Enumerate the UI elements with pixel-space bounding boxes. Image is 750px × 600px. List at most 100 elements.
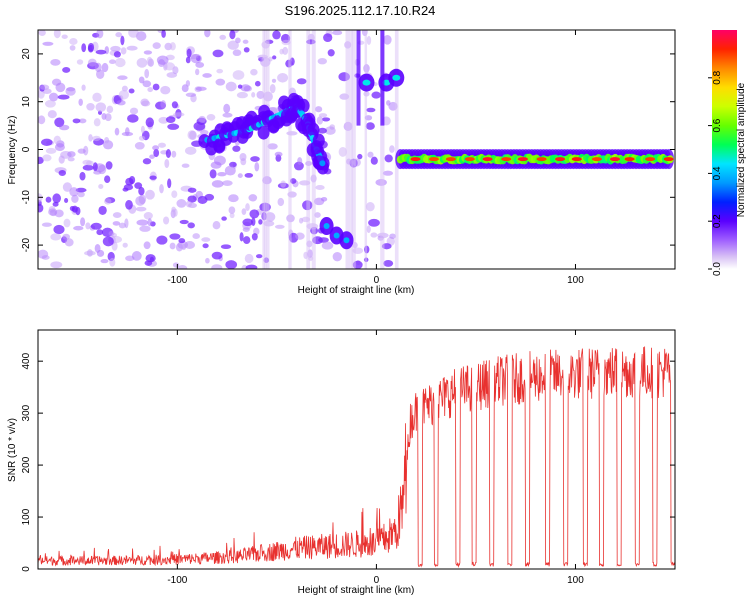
heatmap-cell bbox=[185, 80, 191, 87]
heatmap-cell bbox=[242, 39, 249, 44]
heatmap-cell bbox=[61, 34, 68, 39]
heatmap-cell bbox=[52, 201, 59, 207]
heatmap-x-ticks: -100 0 100 bbox=[167, 30, 584, 286]
heatmap-cell bbox=[277, 73, 289, 83]
heatmap-cell bbox=[365, 201, 375, 212]
heatmap-cell bbox=[250, 68, 258, 76]
heatmap-cell bbox=[142, 80, 152, 88]
colorbar-tick-label: 0.2 bbox=[712, 214, 723, 228]
heatmap-cell bbox=[365, 122, 375, 130]
heatmap-cell bbox=[181, 243, 187, 251]
heatmap-cell bbox=[71, 194, 79, 204]
colorbar-gradient bbox=[712, 30, 737, 269]
heatmap-cell bbox=[80, 217, 86, 227]
heatmap-cell bbox=[555, 157, 566, 162]
heatmap-cell bbox=[202, 243, 209, 249]
heatmap-cell bbox=[232, 70, 245, 80]
heatmap-cell bbox=[212, 49, 224, 58]
heatmap-cell bbox=[517, 157, 528, 162]
snr-y-tick-label: 200 bbox=[21, 456, 32, 473]
heatmap-cell bbox=[81, 43, 87, 53]
heatmap-cell bbox=[321, 241, 334, 250]
heatmap-cell bbox=[254, 80, 261, 87]
heatmap-cell bbox=[116, 99, 126, 106]
heatmap-cell bbox=[165, 116, 176, 123]
heatmap-cell bbox=[101, 62, 109, 73]
heatmap-cell bbox=[192, 233, 200, 240]
heatmap-cell bbox=[327, 49, 335, 57]
heatmap-cell bbox=[164, 158, 170, 169]
heatmap-cell bbox=[114, 57, 126, 68]
heatmap-cell bbox=[158, 116, 169, 124]
heatmap-cell bbox=[211, 180, 224, 188]
heatmap-cell bbox=[227, 40, 239, 50]
heatmap-cell bbox=[73, 225, 84, 231]
heatmap-cell bbox=[57, 94, 70, 100]
heatmap-cell bbox=[143, 50, 153, 55]
heatmap-y-tick-label: -10 bbox=[21, 190, 32, 205]
heatmap-cell bbox=[364, 30, 368, 269]
snr-y-tick-label: 0 bbox=[21, 566, 32, 572]
heatmap-cell bbox=[98, 205, 107, 215]
heatmap-cell bbox=[267, 143, 278, 150]
heatmap-cell bbox=[282, 46, 289, 55]
heatmap-cell bbox=[269, 83, 276, 94]
heatmap-cell bbox=[645, 157, 656, 162]
heatmap-cell bbox=[153, 148, 160, 158]
heatmap-cell bbox=[152, 145, 160, 151]
heatmap-cell bbox=[152, 42, 161, 49]
heatmap-cell bbox=[254, 162, 260, 172]
heatmap-y-tick-label: 0 bbox=[21, 146, 32, 152]
heatmap-cell bbox=[156, 55, 169, 65]
heatmap-cell bbox=[222, 180, 233, 186]
heatmap-cell bbox=[198, 115, 206, 123]
snr-y-tick-label: 300 bbox=[21, 404, 32, 421]
heatmap-cell bbox=[332, 251, 342, 262]
heatmap-cell bbox=[122, 242, 128, 248]
heatmap-cell bbox=[50, 233, 62, 241]
heatmap-cell bbox=[242, 218, 253, 227]
heatmap-cell bbox=[240, 84, 251, 92]
heatmap-cell bbox=[185, 92, 197, 98]
heatmap-cell bbox=[53, 224, 65, 235]
heatmap-cell bbox=[108, 230, 115, 237]
heatmap-cell bbox=[62, 182, 72, 192]
heatmap-cell bbox=[624, 157, 635, 162]
heatmap-cell bbox=[38, 156, 44, 165]
heatmap-cell bbox=[77, 148, 86, 154]
heatmap-cell bbox=[241, 208, 247, 215]
heatmap-cell bbox=[383, 34, 392, 45]
heatmap-cell bbox=[321, 117, 331, 122]
heatmap-x-tick-label: 0 bbox=[374, 275, 380, 286]
heatmap-cell bbox=[193, 121, 206, 131]
heatmap-cell bbox=[77, 191, 85, 198]
heatmap-cell bbox=[156, 235, 168, 245]
heatmap-cell bbox=[120, 35, 125, 46]
heatmap-cell bbox=[184, 241, 196, 249]
heatmap-cell bbox=[445, 157, 456, 162]
heatmap-cell bbox=[45, 196, 52, 203]
heatmap-cell bbox=[222, 112, 233, 118]
heatmap-cell bbox=[389, 233, 397, 239]
heatmap-marks bbox=[38, 30, 674, 269]
snr-plot-area bbox=[38, 330, 675, 569]
heatmap-cell bbox=[93, 118, 101, 127]
snr-y-ticks: 0 100 200 300 400 bbox=[21, 352, 675, 572]
heatmap-cell bbox=[215, 78, 226, 86]
heatmap-cell bbox=[316, 116, 324, 125]
heatmap-cell bbox=[84, 250, 96, 256]
heatmap-cell bbox=[204, 30, 211, 38]
heatmap-cell bbox=[138, 135, 146, 141]
snr-x-tick-label: -100 bbox=[167, 575, 187, 586]
heatmap-cell bbox=[104, 198, 112, 205]
heatmap-cell bbox=[179, 219, 189, 225]
heatmap-cell bbox=[171, 190, 178, 199]
heatmap-cell bbox=[245, 264, 258, 269]
heatmap-cell bbox=[104, 175, 111, 184]
heatmap-cell bbox=[96, 30, 104, 39]
heatmap-cell bbox=[367, 151, 374, 158]
heatmap-cell bbox=[118, 222, 127, 229]
heatmap-cell bbox=[368, 218, 380, 227]
heatmap-cell bbox=[120, 47, 127, 55]
heatmap-cell bbox=[297, 157, 303, 165]
